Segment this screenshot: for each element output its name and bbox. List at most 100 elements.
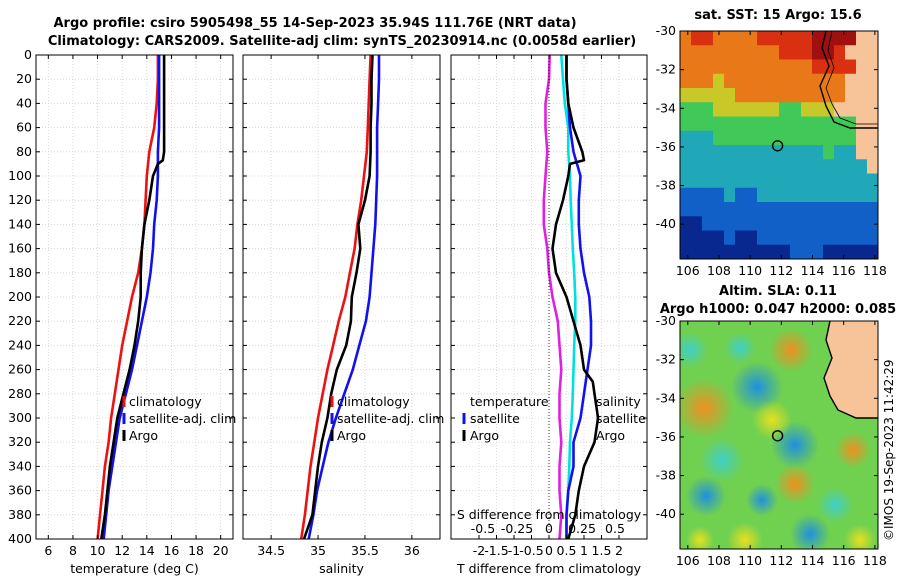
sst-cell	[823, 116, 835, 132]
sst-cell	[867, 59, 878, 75]
sla-anomaly-blob	[844, 524, 876, 549]
sla-anomaly-blob	[769, 328, 813, 372]
legend-label: satellite-adj. clim	[337, 411, 444, 426]
sst-cell	[746, 173, 758, 189]
map-x-tick-label: 106	[676, 263, 700, 278]
sst-cell	[823, 145, 835, 160]
sla-map-title: Altim. SLA: 0.11	[719, 284, 837, 299]
sst-cell	[779, 202, 791, 217]
sst-cell	[680, 159, 692, 175]
y-tick-label: 320	[8, 434, 32, 449]
sst-cell	[713, 59, 725, 75]
sst-cell	[845, 159, 857, 175]
sst-cell	[691, 230, 703, 246]
x-axis-label: temperature (deg C)	[70, 561, 199, 576]
sst-cell	[713, 73, 725, 89]
sla-anomaly-blob	[817, 487, 853, 523]
x-tick-label: 1	[580, 543, 588, 558]
sst-cell	[779, 244, 791, 259]
x-tick-label: 35.5	[351, 543, 379, 558]
x-axis-label: salinity	[319, 561, 364, 576]
sst-cell	[680, 187, 692, 203]
sst-cell	[702, 130, 714, 146]
sst-cell	[856, 173, 868, 189]
sst-cell	[790, 187, 802, 203]
sst-cell	[724, 145, 736, 160]
sst-cell	[856, 202, 868, 217]
sst-cell	[768, 45, 780, 61]
sst-cell	[713, 244, 725, 259]
sst-cell	[680, 59, 692, 75]
legend-label: climatology	[129, 394, 202, 409]
coastline	[819, 31, 878, 129]
sst-cell	[691, 130, 703, 146]
sst-cell	[779, 59, 791, 75]
sst-cell	[834, 202, 846, 217]
sst-cell	[812, 145, 824, 160]
sst-cell	[680, 202, 692, 217]
sst-map-title: sat. SST: 15 Argo: 15.6	[694, 8, 861, 23]
sla-anomaly-blob	[790, 514, 830, 549]
sst-cell	[779, 230, 791, 246]
map-y-tick-label: -34	[656, 100, 676, 115]
sla-anomaly-blob	[752, 400, 792, 440]
sst-cell	[691, 145, 703, 160]
sst-cell	[790, 244, 802, 259]
sst-cell	[757, 187, 769, 203]
sst-cell	[746, 45, 758, 61]
sst-cell	[779, 130, 791, 146]
sst-cell	[724, 244, 736, 259]
sst-cell	[812, 45, 824, 61]
sst-cell	[691, 73, 703, 89]
sst-cell	[702, 187, 714, 203]
legend-label: Argo	[337, 428, 366, 443]
y-tick-label: 20	[16, 71, 32, 86]
legend-label: satellite	[596, 411, 646, 426]
map-y-tick-label: -34	[656, 390, 676, 405]
sst-cell	[757, 159, 769, 175]
legend-label: climatology	[337, 394, 410, 409]
map-y-tick-label: -32	[656, 62, 676, 77]
sla-heatmap	[680, 321, 878, 549]
x-tick-label: 8	[69, 543, 77, 558]
sst-cell	[768, 102, 780, 118]
sst-cell	[691, 216, 703, 232]
sst-cell	[735, 59, 747, 75]
sst-cell	[702, 102, 714, 118]
sst-cell	[845, 130, 857, 146]
sla-anomaly-blob	[775, 464, 815, 504]
sst-cell	[702, 159, 714, 175]
sst-cell	[823, 202, 835, 217]
sst-cell	[680, 244, 692, 259]
map-x-tick-label: 106	[676, 553, 700, 568]
map-y-tick-label: -36	[656, 429, 676, 444]
sst-cell	[856, 244, 868, 259]
sst-cell	[724, 31, 736, 46]
sst-cell	[691, 187, 703, 203]
sst-cell	[680, 31, 692, 46]
sst-cell	[724, 45, 736, 61]
map-x-tick-label: 116	[832, 553, 856, 568]
x-tick-label: -0.5	[519, 543, 543, 558]
y-tick-label: 60	[16, 120, 32, 135]
sst-cell	[757, 59, 769, 75]
sst-cell	[691, 88, 703, 103]
sst-cell	[702, 59, 714, 75]
sst-cell	[801, 102, 813, 118]
figure-title-line2: Climatology: CARS2009. Satellite-adj cli…	[48, 34, 636, 49]
x-axis-label: T difference from climatology	[456, 561, 642, 576]
sst-cell	[801, 116, 813, 132]
map-frame	[679, 320, 879, 550]
sst-cell	[680, 145, 692, 160]
sst-cell	[779, 187, 791, 203]
sst-cell	[867, 187, 878, 203]
axes-frame	[242, 54, 441, 540]
sst-cell	[856, 187, 868, 203]
sst-cell	[713, 31, 725, 46]
sst-cell	[845, 59, 857, 75]
sst-cell	[746, 130, 758, 146]
sst-cell	[735, 116, 747, 132]
argo-position-marker	[771, 430, 784, 442]
coastline	[823, 321, 878, 419]
